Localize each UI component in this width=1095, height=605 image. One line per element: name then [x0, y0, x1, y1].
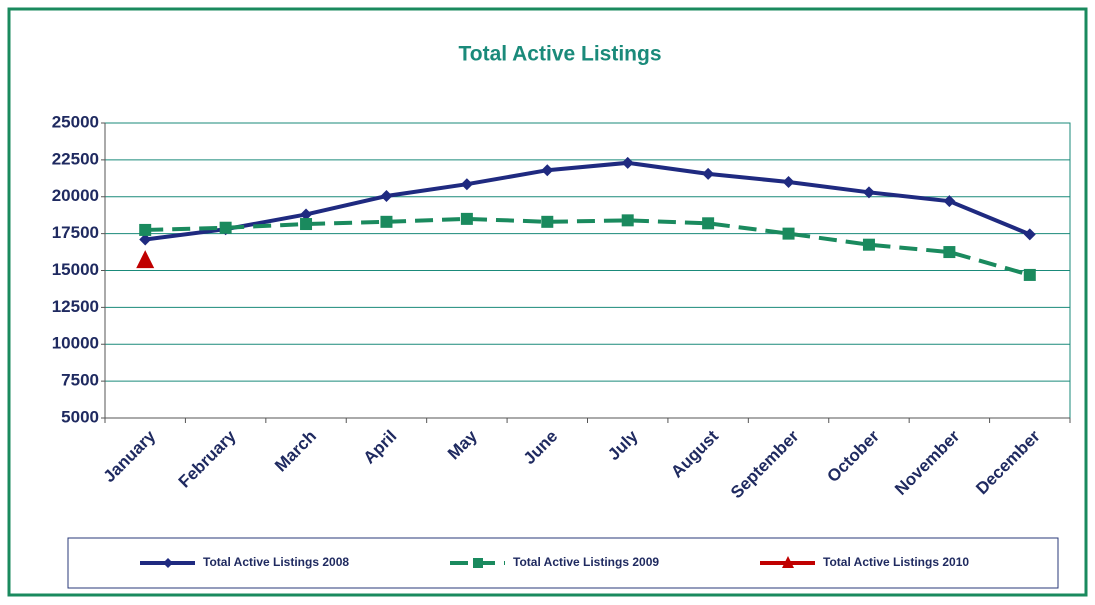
marker [862, 186, 875, 199]
marker [943, 195, 956, 208]
marker [1023, 268, 1036, 281]
marker [541, 215, 554, 228]
y-tick-label: 12500 [52, 297, 99, 316]
chart-title: Total Active Listings [458, 43, 661, 66]
marker [380, 190, 393, 203]
marker [460, 178, 473, 191]
y-tick-label: 10000 [52, 334, 99, 353]
legend-label: Total Active Listings 2009 [513, 555, 659, 569]
legend-label: Total Active Listings 2010 [823, 555, 969, 569]
marker [621, 214, 634, 227]
y-tick-label: 7500 [61, 371, 99, 390]
marker [943, 246, 956, 259]
marker [380, 215, 393, 228]
marker [702, 167, 715, 180]
y-tick-label: 20000 [52, 186, 99, 205]
legend-label: Total Active Listings 2008 [203, 555, 349, 569]
series-line [144, 160, 1031, 242]
marker [139, 233, 152, 246]
marker [300, 208, 313, 221]
marker [541, 164, 554, 177]
marker [702, 217, 715, 230]
y-tick-label: 17500 [52, 223, 99, 242]
y-tick-label: 25000 [52, 112, 99, 131]
chart-border [7, 7, 1088, 597]
y-tick-label: 22500 [52, 149, 99, 168]
marker [782, 176, 795, 188]
marker [139, 223, 152, 236]
marker [300, 218, 313, 231]
marker [460, 212, 473, 225]
legend-marker [163, 558, 173, 568]
marker [136, 250, 155, 269]
y-tick-label: 15000 [52, 260, 99, 279]
series-line [145, 216, 1031, 277]
legend-box [67, 537, 1059, 589]
marker [219, 221, 232, 234]
legend-marker [473, 558, 483, 568]
y-tick-label: 5000 [61, 407, 99, 426]
marker [782, 227, 795, 240]
marker [862, 238, 875, 251]
legend-marker [782, 556, 794, 568]
marker [1023, 228, 1036, 241]
marker [621, 156, 634, 169]
